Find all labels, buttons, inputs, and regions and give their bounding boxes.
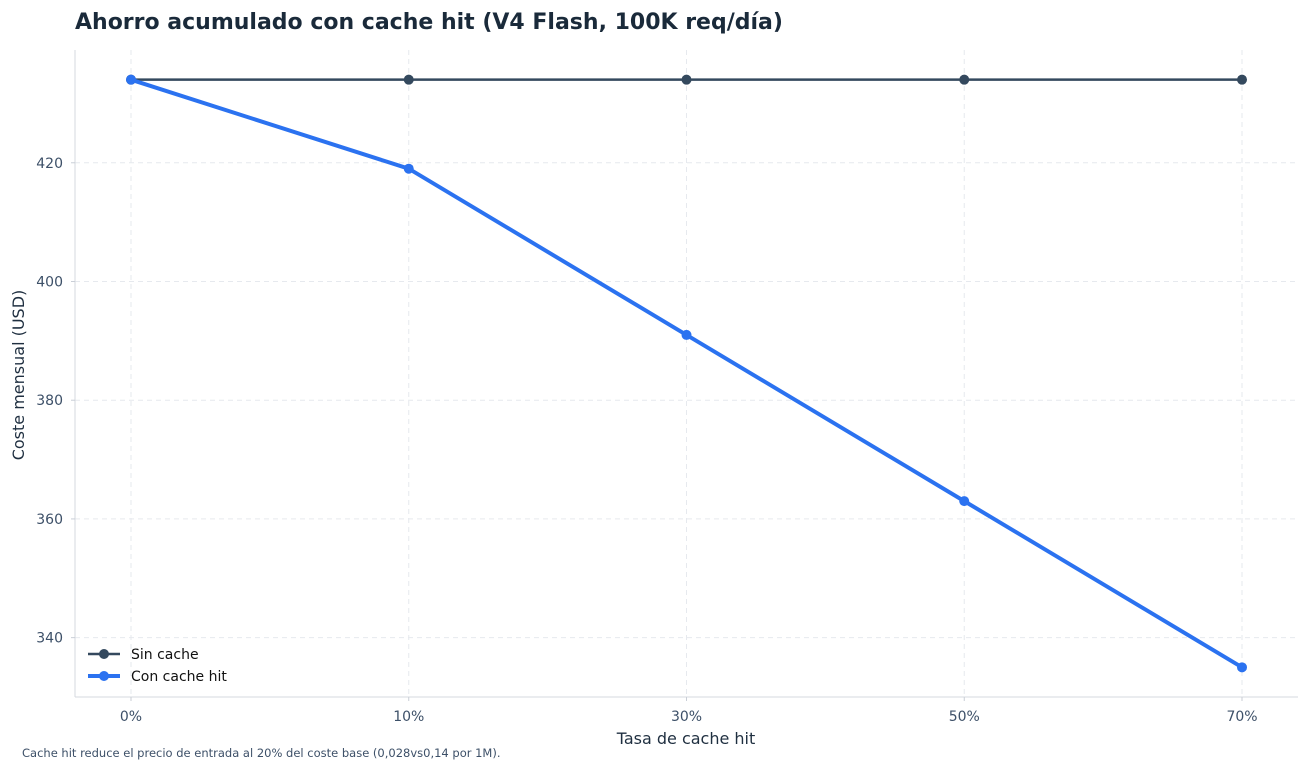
data-point xyxy=(1237,74,1247,85)
x-tick-label: 30% xyxy=(671,709,702,725)
x-tick-labels: 0% 10% 30% 50% 70% xyxy=(120,697,1258,725)
y-tick-label: 340 xyxy=(36,631,63,647)
chart-title: Ahorro acumulado con cache hit (V4 Flash… xyxy=(75,10,783,35)
data-point xyxy=(1237,662,1247,673)
data-point xyxy=(403,74,414,85)
data-point xyxy=(681,74,692,85)
data-point xyxy=(959,74,970,85)
y-tick-label: 420 xyxy=(36,156,63,172)
series-sin-cache xyxy=(126,74,1247,85)
grid-layer xyxy=(75,50,1298,697)
legend-swatch-marker xyxy=(99,671,109,681)
y-tick-labels: 340 360 380 400 420 xyxy=(36,156,75,647)
y-tick-label: 400 xyxy=(36,274,63,290)
y-axis-label: Coste mensual (USD) xyxy=(9,290,28,461)
data-point xyxy=(681,329,692,340)
y-tick-label: 360 xyxy=(36,512,63,528)
x-tick-label: 0% xyxy=(120,709,142,725)
x-axis-label: Tasa de cache hit xyxy=(616,729,756,748)
series-layer xyxy=(126,74,1247,673)
data-point xyxy=(403,163,414,174)
legend-swatch-marker xyxy=(99,649,109,659)
x-tick-label: 70% xyxy=(1226,709,1257,725)
legend: Sin cache Con cache hit xyxy=(88,647,227,685)
data-point xyxy=(959,496,970,507)
legend-entry-label: Sin cache xyxy=(131,647,199,663)
x-tick-label: 50% xyxy=(949,709,980,725)
series-con-cache-hit xyxy=(126,74,1247,673)
data-point xyxy=(126,74,136,85)
x-tick-label: 10% xyxy=(393,709,424,725)
y-tick-label: 380 xyxy=(36,393,63,409)
legend-entry-label: Con cache hit xyxy=(131,669,227,685)
footnote: Cache hit reduce el precio de entrada al… xyxy=(22,746,501,760)
